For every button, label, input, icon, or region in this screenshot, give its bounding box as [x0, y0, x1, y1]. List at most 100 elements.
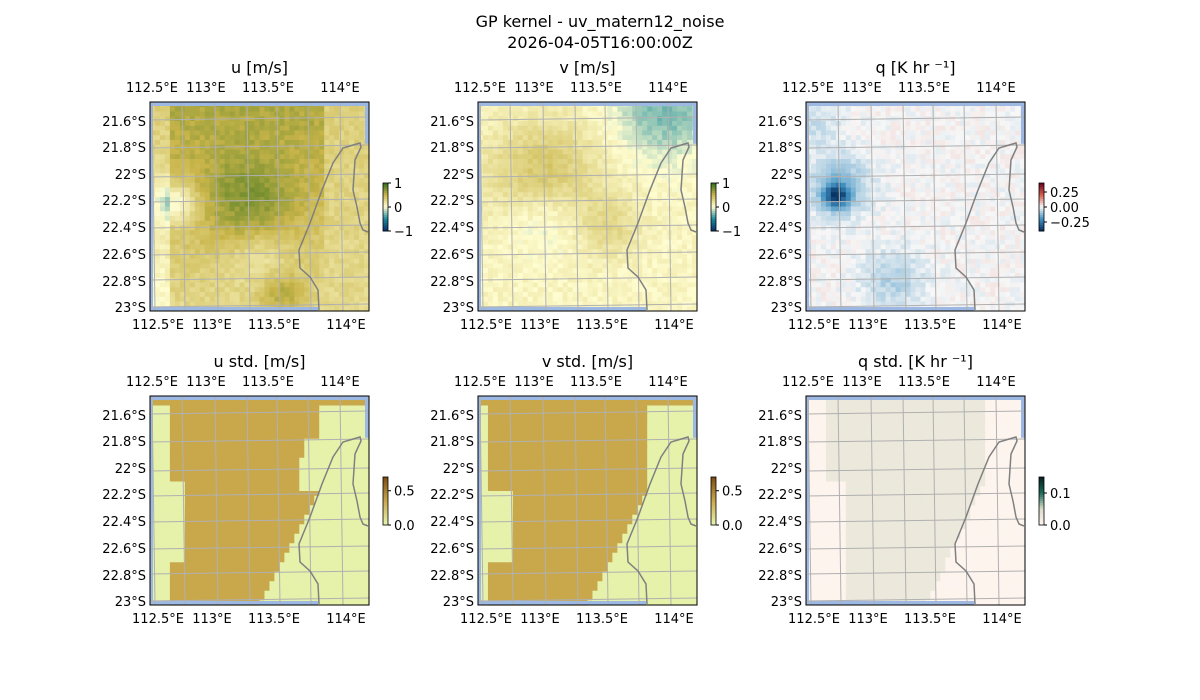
heatmap-cell [319, 116, 325, 122]
heatmap-cell [527, 111, 534, 117]
ocean-strip [478, 102, 697, 106]
heatmap-cell [349, 116, 355, 122]
heatmap-cell [577, 220, 584, 227]
heatmap-cell [319, 282, 325, 288]
heatmap-cell [527, 135, 534, 141]
heatmap-cell [607, 163, 613, 170]
heatmap-cell [359, 178, 365, 184]
heatmap-cell [184, 211, 191, 217]
heatmap-cell [199, 106, 206, 113]
heatmap-cell [815, 216, 822, 222]
heatmap-cell [209, 140, 216, 146]
heatmap-cell [810, 296, 817, 303]
heatmap-cell [174, 173, 181, 179]
heatmap-cell [339, 273, 345, 279]
heatmap-cell [304, 154, 310, 160]
heatmap-cell [309, 273, 315, 279]
heatmap-cell [622, 116, 628, 122]
heatmap-cell [905, 211, 912, 217]
heatmap-cell [527, 197, 534, 203]
heatmap-cell [239, 130, 246, 136]
heatmap-cell [159, 301, 166, 307]
heatmap-cell [492, 121, 499, 127]
heatmap-cell [592, 130, 599, 136]
heatmap-cell [830, 197, 837, 203]
heatmap-cell [900, 277, 907, 284]
heatmap-cell [264, 239, 271, 246]
heatmap-cell [662, 140, 668, 146]
heatmap-cell [865, 211, 872, 217]
heatmap-cell [532, 254, 539, 260]
heatmap-cell [219, 292, 226, 298]
heatmap-cell [587, 140, 594, 146]
heatmap-cell [890, 244, 897, 250]
heatmap-cell [254, 192, 261, 198]
heatmap-cell [835, 296, 842, 303]
heatmap-cell [845, 111, 852, 117]
heatmap-cell [642, 287, 648, 293]
heatmap-cell [274, 192, 281, 198]
heatmap-cell [502, 225, 509, 231]
heatmap-cell [567, 149, 574, 155]
heatmap-cell [204, 296, 211, 303]
heatmap-cell [209, 211, 216, 217]
heatmap-cell [309, 258, 315, 265]
heatmap-cell [627, 254, 633, 260]
heatmap-cell [487, 140, 494, 146]
heatmap-cell [840, 230, 847, 236]
heatmap-cell [815, 121, 822, 127]
heatmap-cell [164, 244, 171, 250]
heatmap-cell [492, 135, 499, 141]
heatmap-cell [860, 106, 867, 113]
heatmap-cell [249, 273, 256, 279]
heatmap-cell [512, 282, 519, 288]
heatmap-cell [159, 182, 166, 189]
heatmap-cell [682, 140, 688, 146]
heatmap-cell [329, 130, 335, 136]
heatmap-cell [820, 135, 827, 141]
heatmap-cell [224, 154, 231, 160]
heatmap-cell [364, 201, 370, 208]
heatmap-cell [637, 239, 643, 246]
heatmap-cell [557, 220, 564, 227]
heatmap-cell [825, 187, 832, 193]
heatmap-cell [657, 111, 663, 117]
heatmap-cell [209, 282, 216, 288]
heatmap-cell [169, 125, 176, 132]
heatmap-cell [532, 230, 539, 236]
heatmap-cell [349, 211, 355, 217]
heatmap-cell [820, 287, 827, 293]
heatmap-cell [597, 220, 604, 227]
heatmap-cell [607, 173, 613, 179]
heatmap-cell [189, 225, 196, 231]
heatmap-cell [274, 244, 281, 250]
heatmap-cell [830, 287, 837, 293]
heatmap-cell [860, 192, 867, 198]
heatmap-cell [682, 178, 688, 184]
heatmap-cell [159, 187, 166, 193]
heatmap-cell [820, 178, 827, 184]
heatmap-cell [244, 201, 251, 208]
heatmap-cell [244, 168, 251, 174]
heatmap-cell [159, 154, 166, 160]
heatmap-cell [294, 220, 300, 227]
heatmap-cell [497, 135, 504, 141]
heatmap-cell [532, 216, 539, 222]
heatmap-cell [587, 159, 594, 165]
heatmap-cell [349, 187, 355, 193]
heatmap-cell [284, 263, 290, 269]
heatmap-cell [880, 249, 887, 255]
heatmap-cell [652, 292, 658, 298]
heatmap-cell [304, 121, 310, 127]
heatmap-cell [562, 216, 569, 222]
heatmap-cell [622, 149, 628, 155]
heatmap-cell [905, 182, 912, 189]
heatmap-cell [349, 273, 355, 279]
heatmap-cell [860, 187, 867, 193]
heatmap-cell [875, 225, 882, 231]
heatmap-cell [885, 277, 892, 284]
heatmap-cell [890, 206, 897, 212]
heatmap-cell [890, 282, 897, 288]
heatmap-cell [169, 178, 176, 184]
heatmap-cell [174, 239, 181, 246]
